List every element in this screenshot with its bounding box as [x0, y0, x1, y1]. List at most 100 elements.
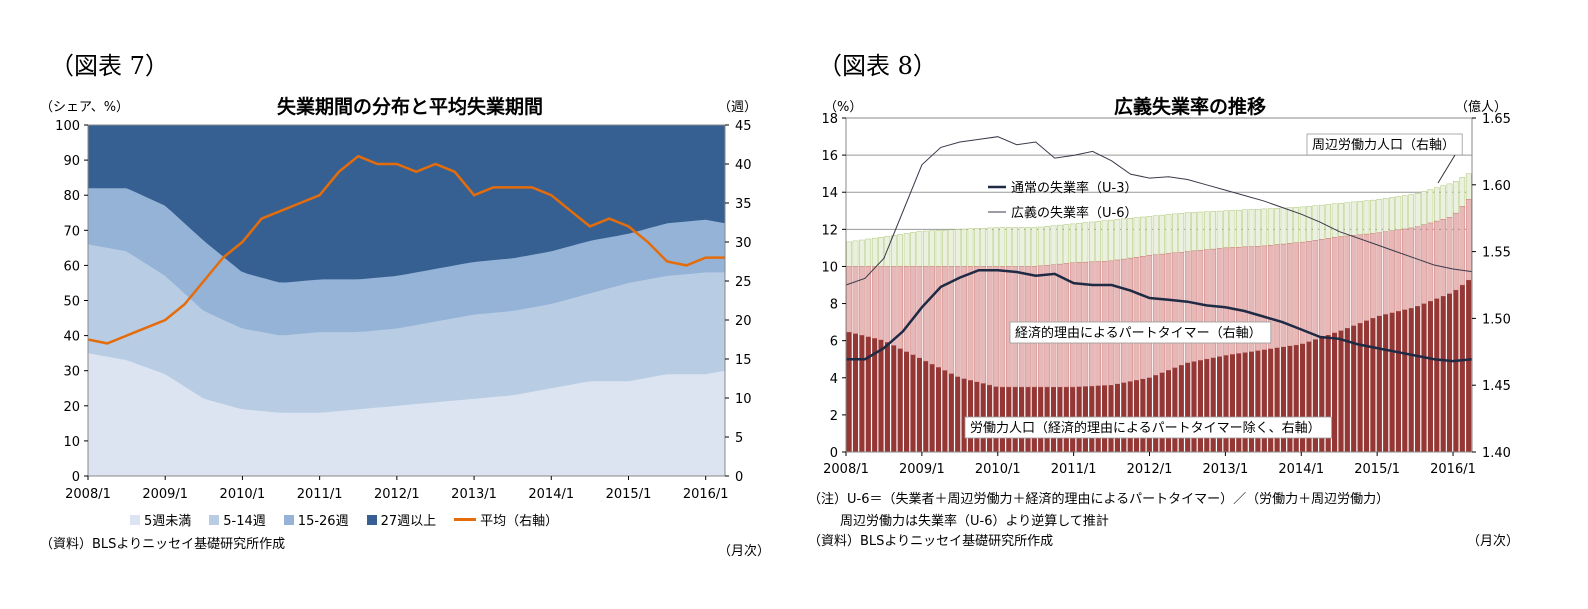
bar-marginal	[1389, 197, 1395, 231]
x-tick-label: 2009/1	[899, 462, 945, 477]
y-right-tick-label: 25	[735, 275, 752, 290]
y-tick-label: 14	[821, 186, 838, 201]
bar-marginal	[922, 230, 929, 267]
bar-marginal	[1089, 221, 1095, 263]
bar-marginal	[1402, 195, 1408, 230]
bar-marginal	[852, 240, 859, 267]
y-tick-label: 8	[830, 298, 838, 313]
bar-labor	[1357, 323, 1363, 452]
bar-labor	[1293, 345, 1299, 452]
bar-labor	[1159, 372, 1165, 452]
bar-part-time	[1440, 219, 1446, 297]
bar-marginal	[980, 227, 987, 267]
x-tick-label: 2015/1	[1354, 462, 1400, 477]
bar-marginal	[1325, 204, 1331, 239]
bar-part-time	[859, 266, 865, 336]
bar-marginal	[1280, 207, 1287, 245]
y-tick-label: 60	[63, 259, 80, 274]
bar-labor	[1440, 296, 1446, 452]
annotation-part-time: 経済的理由によるパートタイマー（右軸）	[1015, 325, 1262, 341]
bar-labor	[1427, 301, 1433, 452]
bar-part-time	[1350, 235, 1357, 326]
x-tick-label: 2011/1	[1051, 462, 1097, 477]
bar-part-time	[1370, 233, 1376, 319]
bar-marginal	[871, 237, 878, 267]
annotation-part-time-box	[1009, 321, 1272, 344]
bar-labor	[1268, 348, 1274, 452]
bar-part-time	[1357, 234, 1363, 324]
y-tick-label: 12	[821, 223, 838, 238]
bar-marginal	[1299, 206, 1306, 243]
y-right-tick-label: 1.55	[1482, 246, 1511, 261]
bar-marginal	[890, 235, 897, 267]
figure-label: （図表 7）	[50, 52, 169, 80]
bar-part-time	[1306, 241, 1312, 342]
bar-labor	[1306, 341, 1312, 452]
y-right-tick-label: 20	[735, 314, 752, 329]
bar-marginal	[1159, 214, 1165, 255]
bar-marginal	[1350, 201, 1357, 236]
chart-canvas: 0 10 20 30 40 50 60 70 80 90 100 0 5 10 15 20 25 30 35 40 45…	[55, 119, 752, 502]
bar-marginal	[1312, 205, 1319, 241]
x-unit: （月次）	[1467, 534, 1520, 549]
bar-marginal	[1146, 216, 1153, 256]
bar-labor	[1453, 290, 1459, 452]
y-tick-label: 50	[63, 295, 80, 310]
bar-part-time	[1159, 253, 1165, 373]
bar-labor	[1204, 359, 1210, 452]
bar-labor	[1325, 335, 1331, 452]
bar-marginal	[1069, 223, 1076, 264]
bar-labor	[891, 345, 897, 452]
bar-marginal	[1057, 224, 1063, 265]
legend-item-avg: 平均（右軸）	[454, 510, 558, 529]
bar-marginal	[1427, 189, 1434, 224]
right-axis-unit: （週）	[718, 100, 758, 115]
bar-labor	[1434, 298, 1440, 452]
x-tick-label: 2016/1	[683, 487, 729, 502]
bar-marginal	[910, 232, 916, 267]
bar-part-time	[1338, 236, 1344, 331]
x-tick-label: 2009/1	[142, 487, 188, 502]
y-right-tick-label: 1.50	[1482, 312, 1511, 327]
bar-marginal	[1408, 194, 1414, 229]
bar-part-time	[884, 266, 891, 343]
bar-marginal	[1108, 219, 1114, 262]
bar-labor	[1376, 316, 1382, 452]
bar-marginal	[1210, 211, 1217, 250]
annotation-marginal-labor: 周辺労働力人口（右軸）	[1312, 138, 1455, 153]
legend-label: 5-14週	[223, 514, 266, 529]
bar-labor	[1217, 356, 1223, 452]
bar-part-time	[1229, 247, 1236, 355]
bar-part-time	[1274, 244, 1280, 349]
bar-marginal	[878, 236, 884, 267]
bar-part-time	[993, 266, 999, 387]
bar-marginal	[884, 235, 891, 267]
bar-part-time	[1319, 239, 1325, 338]
bar-part-time	[1140, 256, 1146, 380]
bar-marginal	[948, 229, 955, 267]
bar-marginal	[897, 234, 903, 267]
legend-swatch	[209, 514, 220, 525]
bar-marginal	[935, 230, 942, 267]
bar-part-time	[1293, 242, 1299, 346]
x-tick-label: 2013/1	[1203, 462, 1249, 477]
bar-marginal	[1184, 212, 1191, 252]
bar-labor	[929, 364, 935, 452]
bar-labor	[897, 348, 903, 452]
note-line-2: 周辺労働力は失業率（U-6）より逆算して推計	[840, 514, 1109, 529]
bar-part-time	[923, 266, 929, 362]
bar-marginal	[1204, 211, 1210, 250]
bar-marginal	[1197, 211, 1204, 251]
y-right-tick-label: 35	[735, 197, 752, 212]
bar-labor	[1466, 280, 1472, 452]
figure-7: （図表 7） 失業期間の分布と平均失業期間 （シェア、%） （週） 0 10 20 3…	[0, 0, 790, 609]
bar-labor	[1402, 309, 1408, 452]
bar-labor	[1280, 347, 1287, 452]
bar-labor	[1319, 337, 1325, 452]
bar-part-time	[986, 266, 993, 386]
annotation-u3: 通常の失業率（U-3）	[1011, 180, 1137, 196]
legend-label: 平均（右軸）	[480, 514, 559, 529]
bar-marginal	[1255, 208, 1261, 247]
bar-marginal	[993, 227, 999, 267]
left-axis-unit: （シェア、%）	[40, 100, 130, 115]
